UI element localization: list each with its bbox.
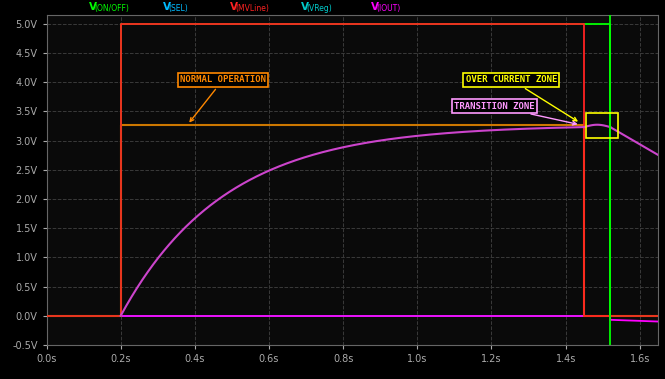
Text: NORMAL OPERATION: NORMAL OPERATION — [180, 75, 266, 122]
Text: V: V — [371, 2, 379, 12]
Text: V: V — [89, 2, 97, 12]
Text: (SEL): (SEL) — [169, 4, 189, 13]
Text: TRANSITION ZONE: TRANSITION ZONE — [454, 102, 577, 125]
Text: V: V — [230, 2, 238, 12]
Text: (VReg): (VReg) — [306, 4, 332, 13]
Text: (ON/OFF): (ON/OFF) — [94, 4, 130, 13]
Text: OVER CURRENT ZONE: OVER CURRENT ZONE — [465, 75, 577, 121]
Bar — [586, 113, 618, 138]
Text: (MVLine): (MVLine) — [235, 4, 269, 13]
Text: V: V — [164, 2, 172, 12]
Text: V: V — [301, 2, 309, 12]
Text: (IOUT): (IOUT) — [376, 4, 401, 13]
